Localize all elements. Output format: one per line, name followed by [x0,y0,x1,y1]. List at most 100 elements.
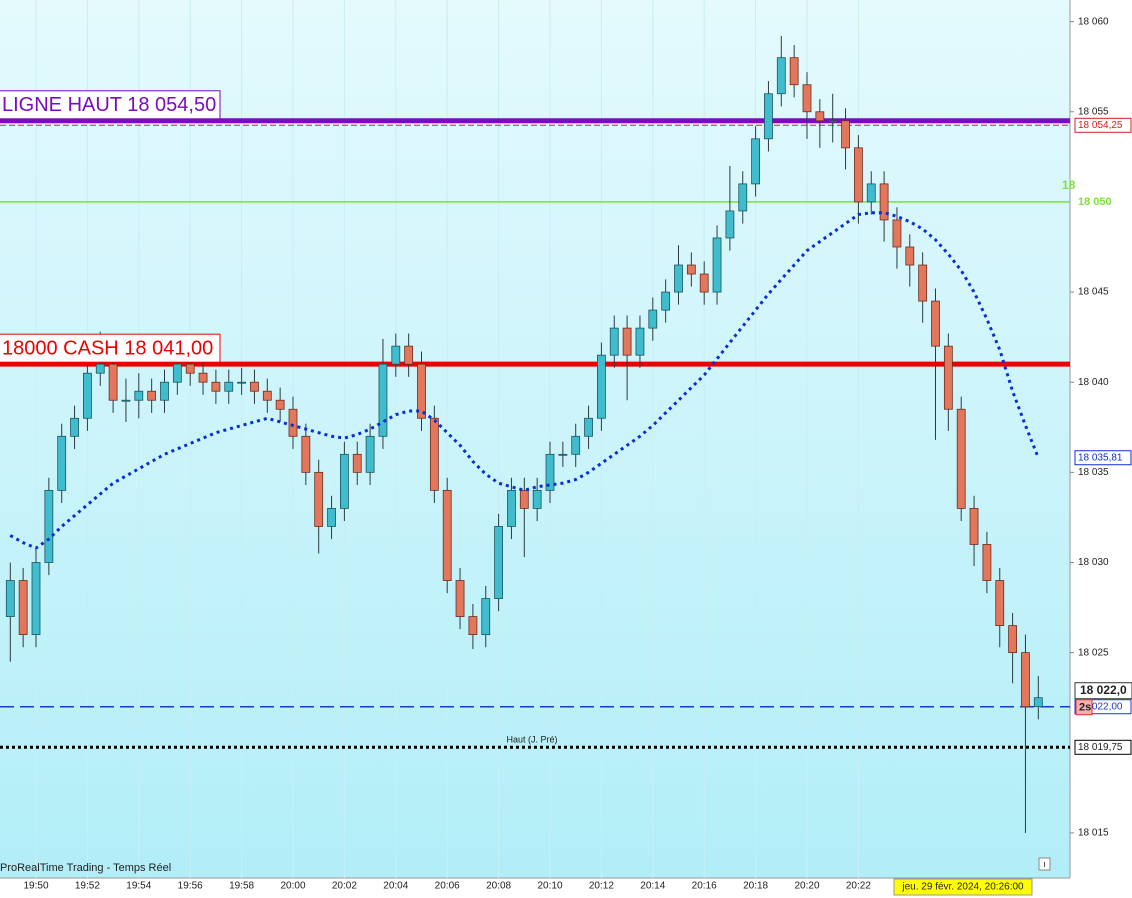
candle-body [764,93,773,140]
candle-body [789,57,799,86]
candle-body [738,183,748,212]
level-tag: 18 [1062,178,1076,192]
x-tick-label: 20:04 [383,881,408,892]
candle-body [622,327,632,356]
level-label-box [0,333,221,363]
candle-body [956,408,966,509]
axis-label: 18 054,25 [1078,120,1123,131]
x-tick-label: 19:56 [178,881,203,892]
candle-body [314,471,324,527]
candle-body [584,417,593,437]
candle-body [931,300,940,347]
x-tick-label: 20:06 [435,881,460,892]
candle-body [776,57,786,95]
x-tick-label: 20:14 [640,881,665,892]
candle-body [494,526,504,599]
candle-body [172,363,182,383]
moving-average [9,211,1040,550]
candle-body [648,309,658,329]
candle-body [134,390,144,401]
candle-body [854,147,863,203]
y-tick-label: 18 055 [1078,106,1109,117]
y-tick-label: 18 025 [1078,647,1109,658]
candle-body [121,399,131,402]
axis-label-box [1074,450,1132,466]
candle-body [339,453,349,509]
candle-body [905,246,915,266]
candle-body [83,372,92,419]
candle-body [70,417,79,437]
candle-body [160,381,169,401]
candle-body [519,489,529,509]
candle-body [558,453,568,456]
level-label: Haut (J. Pré) [506,735,557,745]
y-tick-label: 18 040 [1078,377,1109,388]
x-tick-label: 20:02 [332,881,357,892]
candle-body [378,363,388,437]
candle-body [725,210,735,239]
y-tick-label: 18 015 [1078,828,1109,839]
candle-body [609,327,619,356]
candle-body [237,381,247,384]
candle-body [198,372,208,383]
candle-body [969,508,979,545]
candle-body [879,183,889,221]
candle-body [481,598,491,636]
candle-body [250,381,259,392]
candle-body [982,544,992,581]
timer: 2s [1079,702,1091,714]
axis-label: 18 050 [1078,196,1112,208]
x-tick-label: 19:58 [229,881,254,892]
candle-body [751,138,760,185]
candle-body [802,84,812,113]
x-tick-label: 20:18 [743,881,768,892]
candle-body [943,345,953,410]
candle-body [365,435,375,473]
axis-label: 18 022,00 [1078,701,1123,712]
candle-body [686,264,696,275]
cursor-label-box [893,878,1033,896]
y-tick-label: 18 030 [1078,557,1109,568]
candle-body [674,264,683,293]
last-price-box [1074,682,1132,700]
axis-panel [1070,0,1132,898]
candle-body [147,390,157,401]
x-tick-label: 20:08 [486,881,511,892]
x-tick-label: 20:20 [794,881,819,892]
candle-body [262,390,272,401]
x-tick-label: 20:22 [846,881,871,892]
candle-body [327,508,336,527]
candle-body [712,237,722,293]
candle-body [95,363,105,374]
candle-body [507,489,516,527]
candle-body [1033,697,1043,708]
candle-body [918,264,928,302]
candle-body [31,562,41,636]
axis-label: 18 019,75 [1078,742,1123,753]
candle-body [404,345,414,365]
candle-body [18,580,28,636]
x-tick-label: 20:00 [280,881,305,892]
candle-body [301,435,311,473]
candle-body [828,120,838,123]
candle-body [866,183,876,203]
candle-body [1008,625,1017,654]
candle-body [995,580,1005,626]
level-label: 18000 CASH 18 041,00 [2,337,213,359]
candle-body [57,435,67,491]
x-tick-label: 20:10 [537,881,562,892]
candle-body [391,345,401,365]
timer-box [1075,699,1093,716]
x-tick-label: 20:16 [692,881,717,892]
level-label-box [0,90,221,120]
info-icon[interactable] [1038,857,1051,871]
last-price-label: 18 022,0 [1080,683,1127,697]
candle-body [288,408,298,437]
candle-body [635,327,645,356]
candle-body [5,580,15,617]
candle-body [571,435,581,455]
level-label: LIGNE HAUT 18 054,50 [2,94,216,116]
candle-body [108,363,118,401]
x-tick-label: 19:50 [23,881,48,892]
